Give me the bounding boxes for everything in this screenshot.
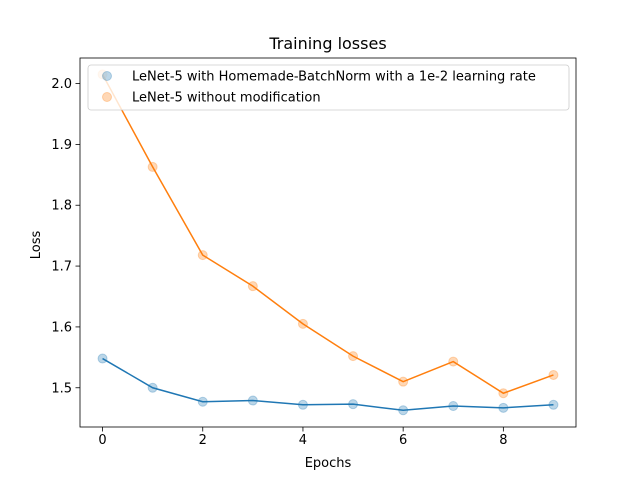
- chart-title: Training losses: [268, 34, 386, 53]
- data-point: [398, 376, 409, 387]
- series-line-1: [101, 74, 554, 395]
- y-tick-label: 2.0: [51, 77, 72, 92]
- plot-area: [79, 57, 577, 428]
- x-tick-label: 0: [98, 433, 106, 448]
- y-axis-ticks: 1.5 1.6 1.7 1.8 1.9 2.0: [51, 77, 80, 396]
- data-point: [197, 396, 208, 407]
- data-point: [348, 351, 359, 362]
- series-line-0: [102, 357, 554, 412]
- legend-label: LeNet-5 without modification: [132, 91, 321, 106]
- data-point: [498, 388, 509, 399]
- data-point: [97, 353, 108, 364]
- data-point: [398, 405, 409, 416]
- legend-marker: [102, 71, 112, 81]
- x-tick-label: 4: [299, 433, 307, 448]
- data-point: [247, 395, 258, 406]
- data-point: [147, 382, 158, 393]
- data-point: [297, 399, 308, 410]
- legend-marker: [102, 92, 112, 102]
- plot-frame: [79, 57, 577, 428]
- y-tick-label: 1.6: [51, 320, 72, 335]
- legend: LeNet-5 with Homemade-BatchNorm with a 1…: [87, 64, 570, 111]
- legend-frame: [87, 64, 570, 111]
- x-tick-label: 6: [399, 433, 407, 448]
- data-point: [448, 401, 459, 412]
- y-tick-label: 1.7: [51, 260, 72, 275]
- y-tick-label: 1.8: [51, 199, 72, 214]
- data-point: [548, 399, 559, 410]
- x-tick-label: 2: [199, 433, 207, 448]
- data-point: [247, 281, 258, 292]
- data-point: [147, 161, 158, 172]
- data-point: [448, 356, 459, 367]
- data-point: [548, 369, 559, 380]
- legend-label: LeNet-5 with Homemade-BatchNorm with a 1…: [132, 70, 536, 85]
- y-tick-label: 1.5: [51, 381, 72, 396]
- x-axis-label: Epochs: [305, 456, 352, 471]
- data-point: [498, 402, 509, 413]
- data-point: [348, 399, 359, 410]
- data-point: [297, 318, 308, 329]
- y-tick-label: 1.9: [51, 138, 72, 153]
- x-axis-ticks: 0 2 4 6 8: [98, 427, 507, 448]
- data-point: [197, 250, 208, 261]
- x-tick-label: 8: [499, 433, 507, 448]
- y-axis-label: Loss: [29, 231, 44, 260]
